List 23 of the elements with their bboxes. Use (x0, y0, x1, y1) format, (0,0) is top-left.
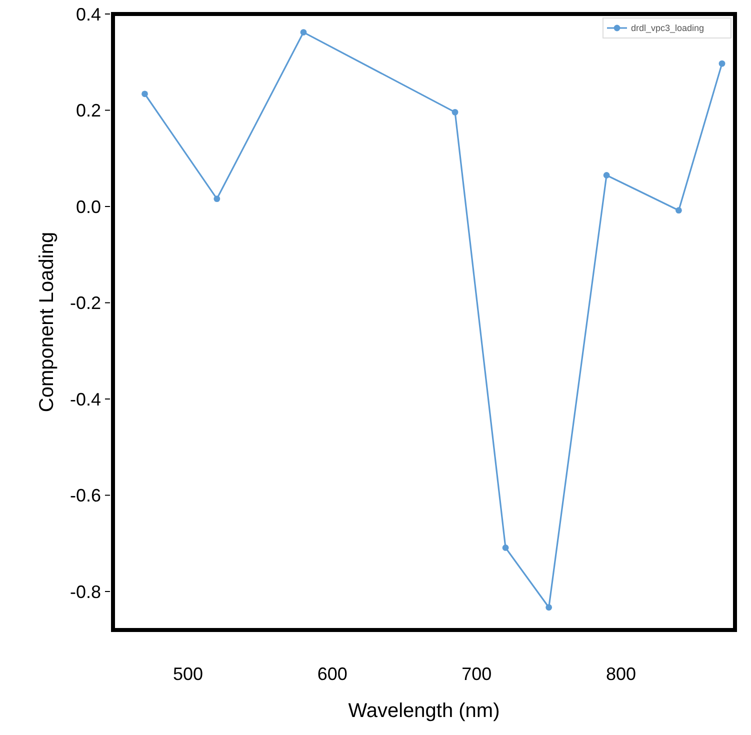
y-tick-label: -0.6 (70, 486, 101, 506)
y-tick-label: -0.4 (70, 389, 101, 410)
x-tick-label: 500 (173, 664, 204, 684)
y-tick-label: 0.2 (76, 100, 101, 121)
point (603, 172, 610, 178)
point (718, 60, 726, 67)
x-tick-label: 600 (317, 664, 348, 684)
y-tick-label: 0.4 (76, 4, 101, 24)
x-axis-title: Wavelength (nm) (348, 700, 500, 722)
point (502, 544, 509, 551)
point (452, 108, 458, 116)
x-tick-label: 800 (606, 664, 636, 684)
point (546, 604, 552, 611)
legend-label: drdl_vpc3_loading (631, 23, 704, 33)
y-tick-label: -0.8 (70, 582, 101, 602)
point (676, 207, 682, 214)
point (214, 196, 220, 202)
y-tick-label: 0.0 (76, 196, 101, 217)
point (300, 29, 307, 36)
y-tick-label: -0.2 (70, 293, 101, 314)
x-tick-label: 700 (462, 664, 492, 684)
y-axis-title: Component Loading (36, 232, 58, 412)
point (142, 90, 148, 98)
